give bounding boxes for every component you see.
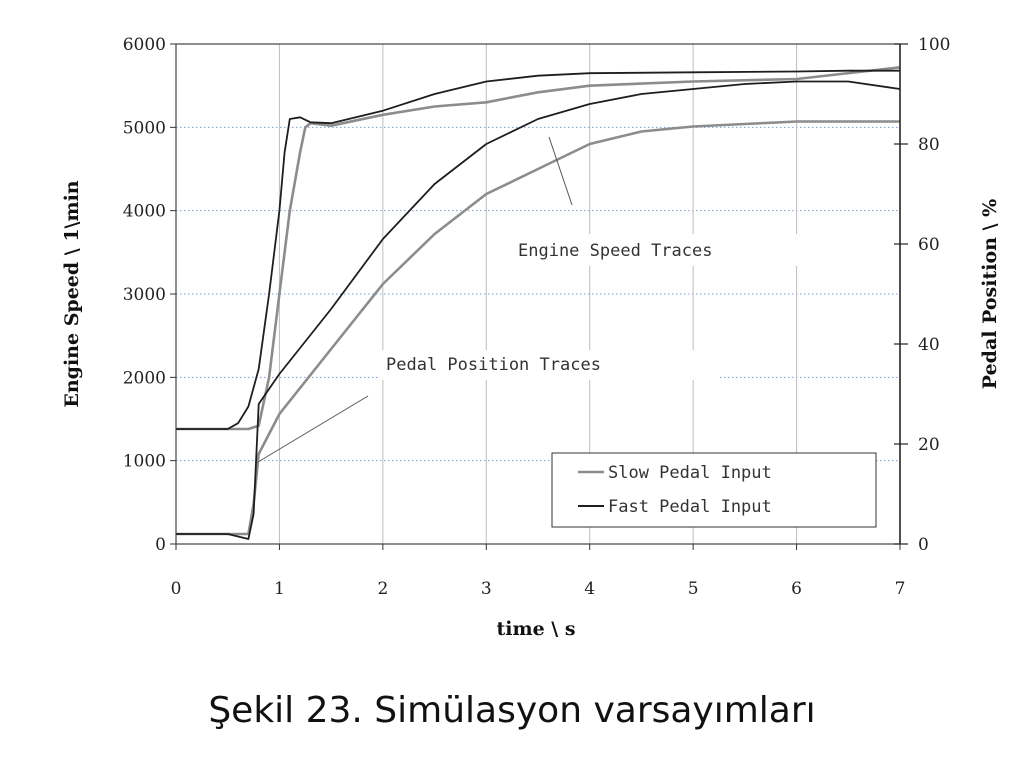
annotation-engine-leader [548,136,573,206]
y-tick-label: 5000 [123,118,166,138]
legend-box [551,452,877,528]
annotation-bg-pedal [378,350,718,380]
y2-tick-label: 60 [918,235,940,255]
x-tick-label: 6 [791,579,802,599]
x-tick-label: 5 [688,579,699,599]
y2-tick-label: 0 [918,535,929,555]
chart: 0 1 2 3 4 5 6 7 0 1000 2000 3000 4000 5000 6000 0 20 40… [61,35,1001,640]
fast-pedal-engine-speed-line [176,69,900,430]
x-tick-label: 3 [481,579,492,599]
x-tick-label: 2 [377,579,388,599]
x-tick-label: 7 [895,579,906,599]
fast-pedal-position-line [176,80,901,540]
y-axis-left: 0 1000 2000 3000 4000 5000 6000 [123,35,176,555]
y2-tick-label: 20 [918,435,940,455]
x-axis-title: time \ s [496,618,575,640]
x-tick-label: 4 [584,579,595,599]
annotation-pedal-leader [257,395,369,463]
legend: Slow Pedal Input Fast Pedal Input [551,452,877,528]
y2-tick-label: 40 [918,335,940,355]
figure-caption: Şekil 23. Simülasyon varsayımları [208,690,816,731]
y-tick-label: 4000 [123,202,166,222]
y-tick-label: 3000 [123,285,166,305]
x-tick-label: 0 [171,579,182,599]
slow-pedal-position-line [176,120,900,536]
legend-label-fast: Fast Pedal Input [608,497,772,517]
annotation-pedal-position: Pedal Position Traces [386,355,601,375]
y-tick-label: 0 [155,535,166,555]
y2-tick-label: 100 [918,35,950,55]
annotation-bg-engine [512,234,820,266]
y-tick-label: 1000 [123,452,166,472]
x-axis: 0 1 2 3 4 5 6 7 [171,544,906,599]
y-tick-label: 6000 [123,35,166,55]
annotation-engine-speed: Engine Speed Traces [518,241,712,261]
y-axis-title: Engine Speed \ 1\min [61,180,83,407]
series-group [176,66,901,540]
y2-tick-label: 80 [918,135,940,155]
y-axis-right: 0 20 40 60 80 100 [894,35,950,555]
legend-label-slow: Slow Pedal Input [608,463,772,483]
x-tick-label: 1 [274,579,285,599]
y2-axis-title: Pedal Position \ % [979,199,1001,389]
y-tick-label: 2000 [123,368,166,388]
